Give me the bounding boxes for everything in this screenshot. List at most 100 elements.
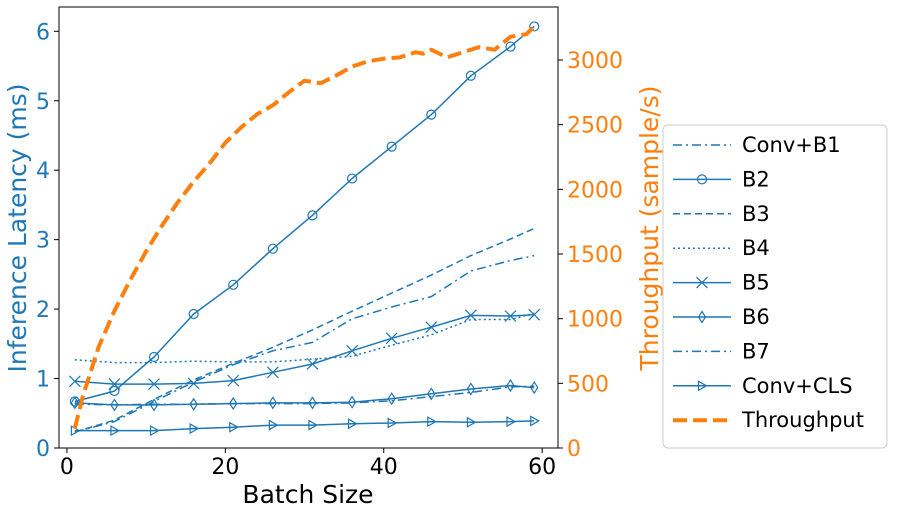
series-b5 <box>68 308 541 391</box>
data-point-conv-cls <box>149 425 160 437</box>
data-point-b6 <box>530 380 539 395</box>
data-point-conv-cls <box>387 417 398 429</box>
data-point-b6 <box>70 396 80 410</box>
y-tick-label-left: 4 <box>36 159 50 184</box>
series-layer <box>68 21 541 437</box>
data-point-b5 <box>306 358 319 370</box>
data-point-b2 <box>267 243 278 254</box>
data-point-b5 <box>504 310 517 322</box>
legend-label: B6 <box>742 305 770 329</box>
data-point-b5 <box>346 344 358 357</box>
series-b7 <box>74 254 535 433</box>
y-tick-label-left: 2 <box>36 298 50 323</box>
data-point-b6 <box>268 396 278 410</box>
data-point-conv-cls <box>189 423 200 435</box>
data-point-conv-cls <box>506 416 517 428</box>
data-point-b6 <box>466 382 476 396</box>
data-point-b2 <box>188 308 199 320</box>
y-tick-label-left: 5 <box>36 90 50 115</box>
data-point-conv-cls <box>308 419 319 431</box>
legend-label: B5 <box>742 271 770 295</box>
legend-item-b3: B3 <box>673 202 770 226</box>
data-point-b5 <box>148 378 160 391</box>
data-point-b6 <box>308 396 317 410</box>
data-point-b5 <box>68 375 81 388</box>
y-tick-label-right: 1000 <box>567 308 623 333</box>
data-point-conv-cls <box>466 416 477 428</box>
legend-label: Conv+B1 <box>742 133 841 157</box>
plot-frame <box>58 6 559 449</box>
data-point-b5 <box>266 366 279 379</box>
data-point-conv-cls <box>229 421 239 433</box>
series-line-b7 <box>74 254 535 433</box>
data-point-conv-cls <box>347 418 358 430</box>
data-point-b6 <box>427 387 436 401</box>
data-point-b6 <box>506 378 515 393</box>
data-point-b2 <box>346 173 358 184</box>
series-line-throughput <box>72 24 536 430</box>
legend-items: Conv+B1 B2 B3 B4 B5 B6 B7 Conv+CLS Throughput <box>673 133 864 432</box>
data-point-b6 <box>347 395 357 409</box>
x-axis-label: Batch Size <box>242 480 373 509</box>
data-point-b2 <box>109 385 120 397</box>
y-tick-label-left: 6 <box>36 20 50 45</box>
x-tick-label: 20 <box>211 455 239 480</box>
y-tick-label-left: 1 <box>36 368 50 393</box>
legend-label: B7 <box>742 339 770 363</box>
legend-label: B4 <box>742 236 770 260</box>
y-axis-label-left: Inference Latency (ms) <box>3 83 32 372</box>
series-b3 <box>74 227 535 433</box>
series-conv-cls <box>70 415 540 437</box>
y-tick-label-right: 1500 <box>567 243 623 268</box>
legend-item-conv-cls: Conv+CLS <box>673 374 853 398</box>
y-axis-label-right: Throughput (sample/s) <box>635 85 664 371</box>
data-point-b5 <box>528 308 541 321</box>
data-point-b2 <box>426 109 437 120</box>
data-point-b6 <box>189 397 198 411</box>
series-line-b6 <box>74 384 535 406</box>
y-tick-label-right: 500 <box>567 372 609 397</box>
y-tick-label-left: 3 <box>36 229 50 254</box>
series-line-b2 <box>74 25 535 403</box>
y-tick-label-right: 2000 <box>567 178 623 203</box>
x-tick-label: 60 <box>528 455 556 480</box>
legend-label: B2 <box>742 167 770 191</box>
data-point-b6 <box>387 392 396 406</box>
legend-marker <box>696 174 708 185</box>
series-line-b5 <box>74 313 535 385</box>
legend-item-b6: B6 <box>673 305 770 329</box>
y-tick-label-right: 2500 <box>567 114 623 139</box>
data-point-b6 <box>229 396 238 411</box>
legend-item-b4: B4 <box>673 236 770 260</box>
data-point-b5 <box>227 374 240 387</box>
data-point-b2 <box>505 41 516 52</box>
data-point-b5 <box>108 378 121 391</box>
x-tick-label: 40 <box>370 455 398 480</box>
data-point-b2 <box>307 210 318 221</box>
series-line-b3 <box>74 227 535 433</box>
legend-marker <box>696 276 708 289</box>
legend-frame <box>662 124 888 449</box>
data-point-b5 <box>385 332 398 345</box>
data-point-b5 <box>464 309 477 322</box>
data-point-b6 <box>110 398 119 412</box>
series-b2 <box>69 21 540 407</box>
legend-item-b7: B7 <box>673 339 770 363</box>
data-point-conv-cls <box>530 415 540 427</box>
y-tick-label-right: 3000 <box>567 49 623 74</box>
data-point-conv-cls <box>110 425 121 437</box>
x-tick-label: 0 <box>60 455 74 480</box>
legend-item-b5: B5 <box>673 271 770 295</box>
data-point-b2 <box>228 279 239 290</box>
legend-marker <box>697 380 708 392</box>
data-point-conv-cls <box>427 416 437 428</box>
legend: Conv+B1 B2 B3 B4 B5 B6 B7 Conv+CLS Throughput <box>662 124 888 449</box>
legend-item-throughput: Throughput <box>673 408 864 432</box>
data-point-conv-cls <box>268 419 279 431</box>
legend-label: Conv+CLS <box>742 374 853 398</box>
y-tick-label-left: 0 <box>36 437 50 462</box>
legend-label: B3 <box>742 202 770 226</box>
legend-item-b2: B2 <box>673 167 770 191</box>
